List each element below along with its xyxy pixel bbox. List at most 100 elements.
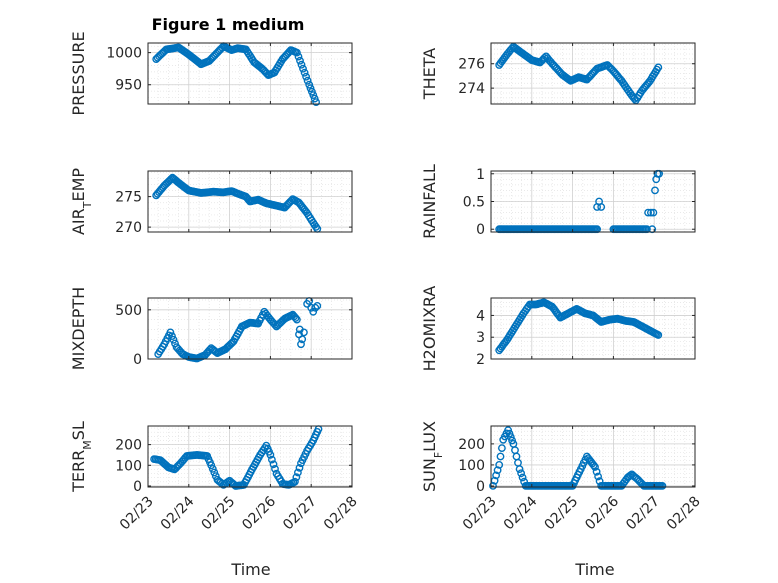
- y-axis-label-subscript: F: [432, 452, 445, 458]
- x-axis-label-right: Time: [574, 560, 614, 579]
- data-point: [290, 477, 299, 486]
- data-point: [303, 76, 312, 85]
- data-point: [626, 471, 635, 480]
- y-tick-label: 0.5: [463, 195, 485, 211]
- y-axis-label-part: RAINFALL: [420, 164, 439, 239]
- y-tick-label: 100: [458, 458, 485, 474]
- data-point: [518, 473, 527, 482]
- y-axis-label: SUNFLUX: [420, 421, 445, 492]
- data-point: [506, 433, 515, 441]
- data-point: [495, 460, 504, 469]
- data-point: [489, 481, 497, 490]
- data-point: [296, 56, 304, 65]
- y-axis-label-part: SL: [69, 421, 88, 440]
- axes-box: [490, 42, 696, 105]
- data-point: [492, 471, 500, 480]
- y-tick-label: 200: [115, 438, 142, 454]
- y-tick-label: 1: [476, 167, 485, 183]
- axes-box: [147, 42, 353, 105]
- data-point: [594, 472, 602, 481]
- y-axis-label-subscript: T: [81, 201, 94, 209]
- y-axis-label: H2OMIXRA: [420, 286, 439, 372]
- data-point: [654, 63, 663, 72]
- subplot-4: 0 500 MIXDEPTH: [69, 287, 353, 370]
- data-point: [644, 208, 652, 217]
- data-point: [497, 444, 506, 452]
- y-tick-label: 0: [133, 479, 142, 495]
- data-point: [597, 203, 606, 211]
- data-point: [589, 461, 598, 470]
- data-point: [658, 481, 667, 490]
- data-point: [299, 64, 307, 73]
- data-point: [305, 80, 314, 89]
- y-axis-label-part: H2OMIXRA: [420, 286, 439, 372]
- data-point: [312, 98, 320, 107]
- data-point: [266, 450, 275, 459]
- y-axis-label-part: PRESSURE: [69, 31, 88, 115]
- data-point: [651, 186, 659, 195]
- data-point: [269, 460, 278, 469]
- data-point: [496, 452, 505, 461]
- data-point: [267, 455, 276, 464]
- axes-box: [147, 425, 353, 488]
- y-tick-label: 3: [476, 330, 485, 346]
- y-tick-label: 100: [115, 458, 142, 474]
- data-point: [211, 347, 220, 356]
- y-tick-label: 274: [458, 81, 485, 97]
- data-point: [168, 332, 176, 340]
- data-series: [495, 42, 663, 105]
- data-point: [271, 464, 279, 473]
- data-point: [169, 335, 178, 344]
- data-point: [647, 208, 655, 217]
- data-point: [291, 314, 300, 322]
- data-point: [293, 468, 302, 477]
- subplot-3: 0 0.5 1 RAINFALL: [420, 164, 696, 239]
- y-axis-label-part: SUN: [420, 458, 439, 492]
- y-axis-label-part: MIXDEPTH: [69, 287, 88, 370]
- y-tick-label: 200: [458, 437, 485, 453]
- y-axis-label: THETA: [420, 48, 439, 100]
- y-tick-label: 4: [476, 308, 485, 324]
- data-point: [302, 72, 310, 81]
- subplot-5: 2 3 4 H2OMIXRA: [420, 286, 696, 372]
- data-point: [592, 467, 601, 476]
- axes-box: [490, 425, 696, 488]
- y-axis-label-part: THETA: [420, 48, 439, 100]
- data-point: [310, 94, 319, 103]
- data-series: [152, 42, 320, 107]
- y-tick-label: 275: [115, 190, 142, 206]
- y-tick-label: 270: [115, 220, 142, 236]
- axes-box: [490, 297, 696, 360]
- data-point: [166, 328, 175, 337]
- data-point: [309, 91, 318, 100]
- data-point: [292, 473, 301, 482]
- data-point: [313, 301, 322, 310]
- data-point: [297, 60, 306, 69]
- data-series: [150, 425, 323, 490]
- axes-box: [147, 170, 353, 233]
- data-point: [306, 84, 315, 93]
- data-point: [515, 465, 524, 473]
- y-axis-label-part: LUX: [420, 421, 439, 452]
- data-point: [299, 328, 308, 337]
- data-series: [154, 297, 322, 363]
- data-point: [311, 303, 320, 312]
- x-axis-label-left: Time: [230, 560, 270, 579]
- y-tick-label: 500: [115, 303, 142, 319]
- data-point: [649, 208, 658, 217]
- data-point: [297, 340, 305, 349]
- y-axis-label: PRESSURE: [69, 31, 88, 115]
- data-point: [210, 468, 219, 477]
- figure-title: Figure 1 medium: [152, 15, 305, 34]
- y-tick-label: 0: [476, 479, 485, 495]
- subplot-1: 274 276 THETA: [420, 42, 696, 105]
- data-series: [495, 169, 663, 234]
- data-point: [540, 54, 549, 62]
- y-tick-label: 2: [476, 352, 485, 368]
- y-axis-label: TERRMSL: [69, 421, 94, 493]
- y-tick-label: 0: [133, 352, 142, 368]
- data-point: [298, 335, 307, 344]
